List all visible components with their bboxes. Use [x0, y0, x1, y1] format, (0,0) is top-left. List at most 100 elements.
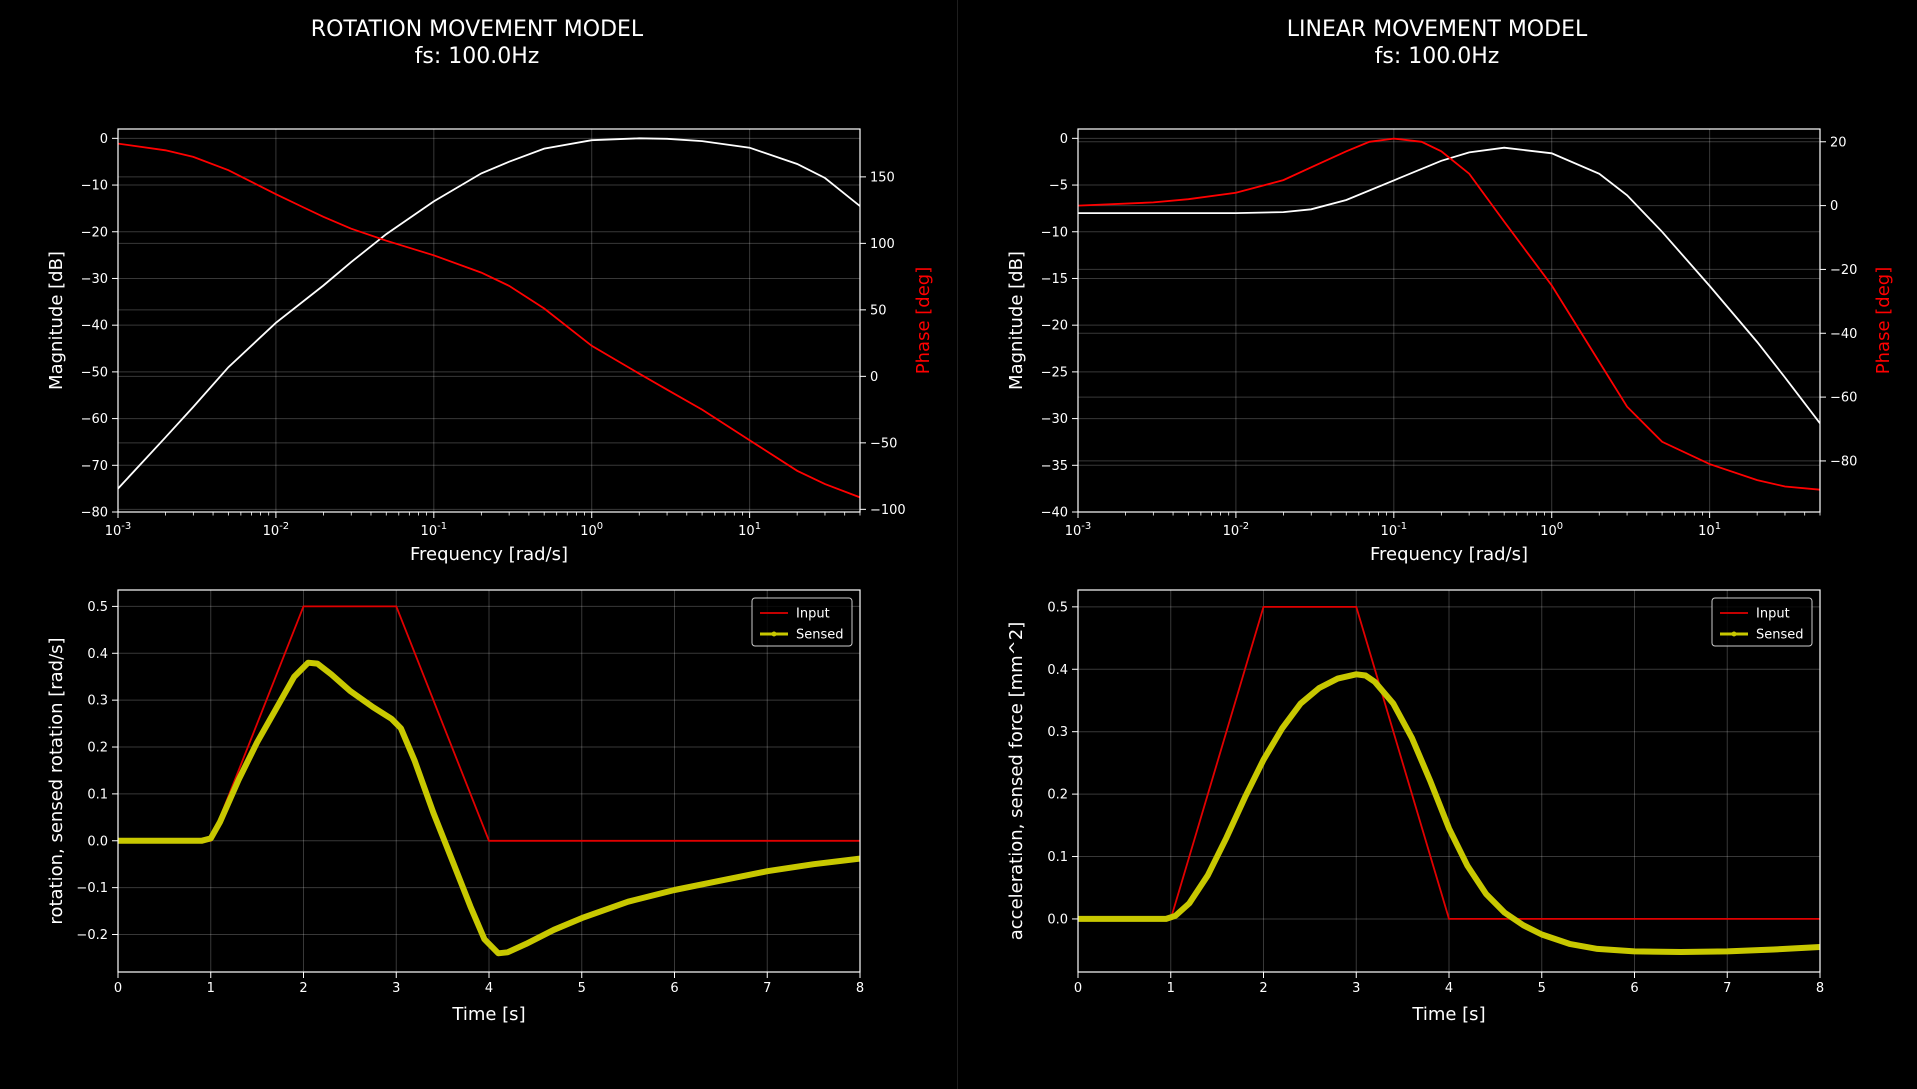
lin-time-xtick-label-6: 6: [1630, 981, 1638, 996]
rot-bode-y2tick-label-0: 150: [870, 170, 895, 185]
rot-bode-y2label: Phase [deg]: [913, 267, 934, 374]
rot-time-legend-label-0: Input: [796, 607, 830, 622]
lin-bode-ytick-label-7: −35: [1041, 459, 1068, 474]
lin-time-legend: Input Sensed: [1711, 597, 1813, 647]
lin-bode-series: [1078, 137, 1820, 491]
rot-bode-ytick-label-3: −30: [81, 272, 108, 287]
lin-bode-chart: 10-3 10-2 10-1 100 101 0 −5 −10 −15 −20 −25 −30 −35 −…: [1006, 128, 1894, 565]
lin-bode-ytick-label-3: −15: [1041, 272, 1068, 287]
rot-time-xlabel: Time [s]: [451, 1004, 525, 1025]
lin-bode-ytick-label-4: −20: [1041, 319, 1068, 334]
lin-bode-series-0: [1078, 146, 1820, 424]
rot-time-xtick-label-7: 7: [763, 981, 771, 996]
rot-time-legend-marker-1: [771, 631, 777, 637]
lin-bode-ytick-label-8: −40: [1041, 506, 1068, 521]
rot-time-xtick-label-5: 5: [578, 981, 586, 996]
lin-bode-xtick-label-2: 10-1: [1381, 521, 1408, 539]
rotation-model-title: ROTATION MOVEMENT MODEL: [310, 17, 644, 42]
lin-bode-xlabel: Frequency [rad/s]: [1370, 544, 1528, 565]
lin-time-ytick-label-3: 0.2: [1047, 788, 1068, 803]
rot-bode-y2tick-label-2: 50: [870, 303, 887, 318]
rot-bode-y2tick-label-3: 0: [870, 370, 878, 385]
rot-bode-xtick-label-4: 101: [738, 521, 761, 539]
lin-time-ylabel: acceleration, sensed force [mm^2]: [1006, 622, 1027, 940]
rot-bode-y2tick-label-4: −50: [870, 436, 897, 451]
lin-bode-frame: [1077, 128, 1821, 513]
rot-bode-ytick-label-1: −10: [81, 179, 108, 194]
lin-bode-ytick-label-5: −25: [1041, 365, 1068, 380]
rot-time-series-sensed: [118, 659, 860, 957]
lin-time-legend-label-1: Sensed: [1756, 628, 1804, 643]
lin-bode-y2tick-label-0: 20: [1830, 135, 1847, 150]
lin-bode-ylabel: Magnitude [dB]: [1006, 251, 1027, 390]
lin-time-xtick-label-0: 0: [1074, 981, 1082, 996]
rot-bode-y2tick-label-5: −100: [870, 503, 906, 518]
rot-time-legend-label-1: Sensed: [796, 628, 844, 643]
lin-bode-xtick-label-0: 10-3: [1065, 521, 1092, 539]
rot-bode-grid: [117, 129, 860, 513]
rot-bode-xtick-label-1: 10-2: [263, 521, 290, 539]
rot-time-ytick-label-4: 0.1: [87, 787, 108, 802]
rot-time-ytick-label-0: 0.5: [87, 600, 108, 615]
rot-time-ytick-label-5: 0.0: [87, 834, 108, 849]
rot-time-ytick-label-7: −0.2: [76, 928, 108, 943]
rot-bode-series: [118, 137, 860, 499]
lin-time-ytick-label-1: 0.4: [1047, 663, 1068, 678]
rot-bode-xtick-label-3: 100: [580, 521, 603, 539]
lin-bode-ytick-label-0: 0: [1060, 132, 1068, 147]
rot-bode-series-1: [118, 142, 860, 499]
rot-time-xtick-label-2: 2: [299, 981, 307, 996]
lin-bode-y2tick-label-2: −20: [1830, 263, 1857, 278]
lin-bode-y2tick-label-4: −60: [1830, 391, 1857, 406]
lin-bode-series-1: [1078, 137, 1820, 491]
lin-bode-ytick-label-2: −10: [1041, 225, 1068, 240]
rot-time-xtick-label-0: 0: [114, 981, 122, 996]
lin-time-xtick-label-5: 5: [1538, 981, 1546, 996]
lin-time-legend-label-0: Input: [1756, 607, 1790, 622]
rotation-model-fs: fs: 100.0Hz: [414, 44, 540, 69]
lin-time-grid: [1077, 590, 1821, 972]
rot-bode-ytick-label-0: 0: [100, 132, 108, 147]
lin-bode-grid: [1077, 129, 1820, 513]
rot-time-legend: Input Sensed: [751, 597, 853, 647]
rot-time-series: [118, 605, 860, 957]
lin-time-xtick-label-7: 7: [1723, 981, 1731, 996]
linear-model-title: LINEAR MOVEMENT MODEL: [1286, 17, 1588, 42]
lin-time-xtick-label-2: 2: [1259, 981, 1267, 996]
rot-time-xtick-label-1: 1: [207, 981, 215, 996]
rot-time-ytick-label-6: −0.1: [76, 881, 108, 896]
rot-bode-ytick-label-2: −20: [81, 225, 108, 240]
lin-time-ytick-label-2: 0.3: [1047, 725, 1068, 740]
rot-time-xtick-label-8: 8: [856, 981, 864, 996]
rot-bode-ytick-label-4: −40: [81, 319, 108, 334]
lin-time-xtick-label-1: 1: [1167, 981, 1175, 996]
lin-time-xlabel: Time [s]: [1411, 1004, 1485, 1025]
rot-bode-xtick-label-0: 10-3: [105, 521, 132, 539]
lin-time-xtick-label-8: 8: [1816, 981, 1824, 996]
rot-time-ylabel: rotation, sensed rotation [rad/s]: [46, 637, 67, 924]
rot-bode-xlabel: Frequency [rad/s]: [410, 544, 568, 565]
lin-time-ytick-label-4: 0.1: [1047, 850, 1068, 865]
right-panel-title: LINEAR MOVEMENT MODEL fs: 100.0Hz: [987, 16, 1887, 70]
lin-time-xtick-label-3: 3: [1352, 981, 1360, 996]
left-panel-title: ROTATION MOVEMENT MODEL fs: 100.0Hz: [27, 16, 927, 70]
linear-model-fs: fs: 100.0Hz: [1374, 44, 1500, 69]
rot-time-xtick-label-6: 6: [670, 981, 678, 996]
lin-bode-xtick-label-3: 100: [1540, 521, 1563, 539]
lin-bode-y2tick-label-3: −40: [1830, 327, 1857, 342]
lin-bode-ytick-label-1: −5: [1049, 179, 1068, 194]
lin-time-series-sensed: [1078, 671, 1820, 955]
rot-bode-ytick-label-7: −70: [81, 459, 108, 474]
lin-time-series: [1078, 606, 1820, 955]
lin-bode-y2label: Phase [deg]: [1873, 267, 1894, 374]
panel-divider: [957, 0, 958, 1089]
lin-time-legend-marker-1: [1731, 631, 1737, 637]
rot-bode-ytick-label-8: −80: [81, 506, 108, 521]
rot-time-ytick-label-2: 0.3: [87, 694, 108, 709]
rot-bode-chart: 10-3 10-2 10-1 100 101 0 −10 −20 −30 −40 −50 −60 −70…: [46, 128, 934, 565]
rot-bode-xtick-label-2: 10-1: [421, 521, 448, 539]
rot-time-xtick-label-3: 3: [392, 981, 400, 996]
rot-time-xtick-label-4: 4: [485, 981, 493, 996]
rot-bode-ytick-label-6: −60: [81, 412, 108, 427]
